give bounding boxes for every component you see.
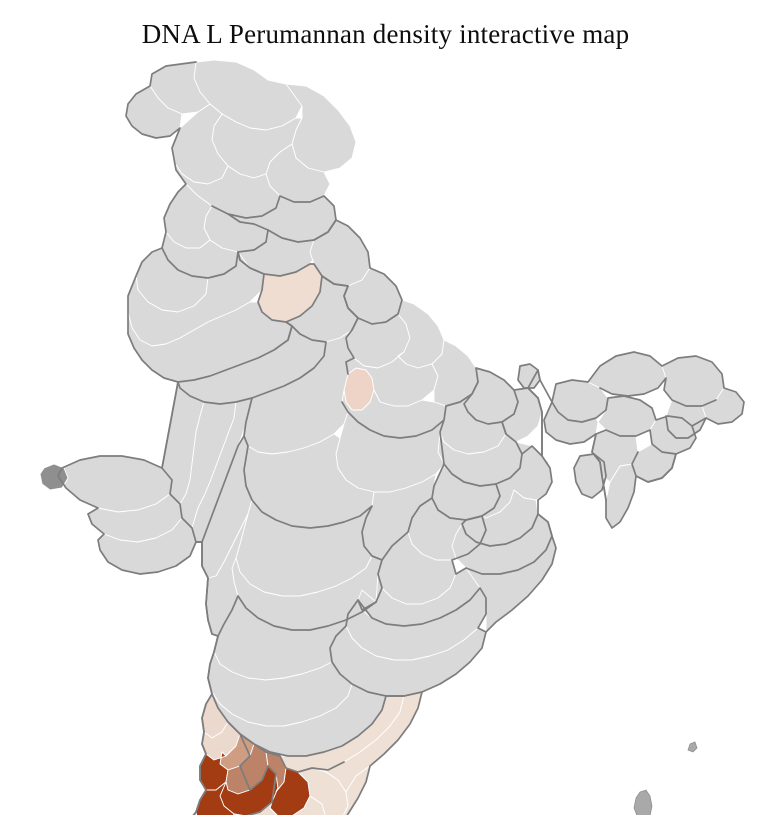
border-uttarakhand bbox=[313, 219, 403, 375]
state-boundary-overlay bbox=[57, 61, 745, 815]
border-assam-south bbox=[595, 429, 677, 483]
border-kerala-tn bbox=[192, 693, 213, 815]
border-tripura-mizoram bbox=[573, 433, 607, 501]
border-jk bbox=[161, 247, 293, 383]
island-dot-1 bbox=[687, 741, 698, 753]
india-choropleth-map[interactable] bbox=[0, 56, 771, 815]
andaman-nicobar-islands[interactable] bbox=[608, 741, 704, 815]
border-india-outline bbox=[57, 61, 745, 815]
island-north-andaman bbox=[633, 789, 653, 815]
border-bihar-jharkhand bbox=[463, 381, 507, 435]
border-maharashtra bbox=[201, 541, 383, 637]
border-chhattisgarh-odisha bbox=[451, 513, 553, 575]
border-odisha-north bbox=[431, 483, 501, 521]
border-arunachal bbox=[599, 377, 717, 407]
landmass-districts bbox=[39, 59, 745, 815]
border-nagaland bbox=[665, 415, 707, 439]
border-telangana-ap bbox=[329, 599, 423, 697]
district-up-mid[interactable] bbox=[345, 351, 439, 407]
border-karnataka bbox=[207, 635, 405, 757]
border-rajasthan-gujarat bbox=[177, 381, 253, 405]
map-svg[interactable] bbox=[0, 56, 771, 815]
border-sikkim bbox=[517, 363, 541, 389]
border-kerala-east bbox=[227, 721, 277, 815]
border-ap-telangana-inner bbox=[357, 587, 487, 633]
border-up bbox=[251, 275, 359, 399]
border-up-south bbox=[341, 367, 523, 487]
border-kerala-tn-inner bbox=[239, 733, 345, 773]
border-gujarat bbox=[161, 381, 245, 543]
border-mp bbox=[243, 397, 445, 561]
page-title: DNA L Perumannan density interactive map bbox=[141, 19, 630, 49]
